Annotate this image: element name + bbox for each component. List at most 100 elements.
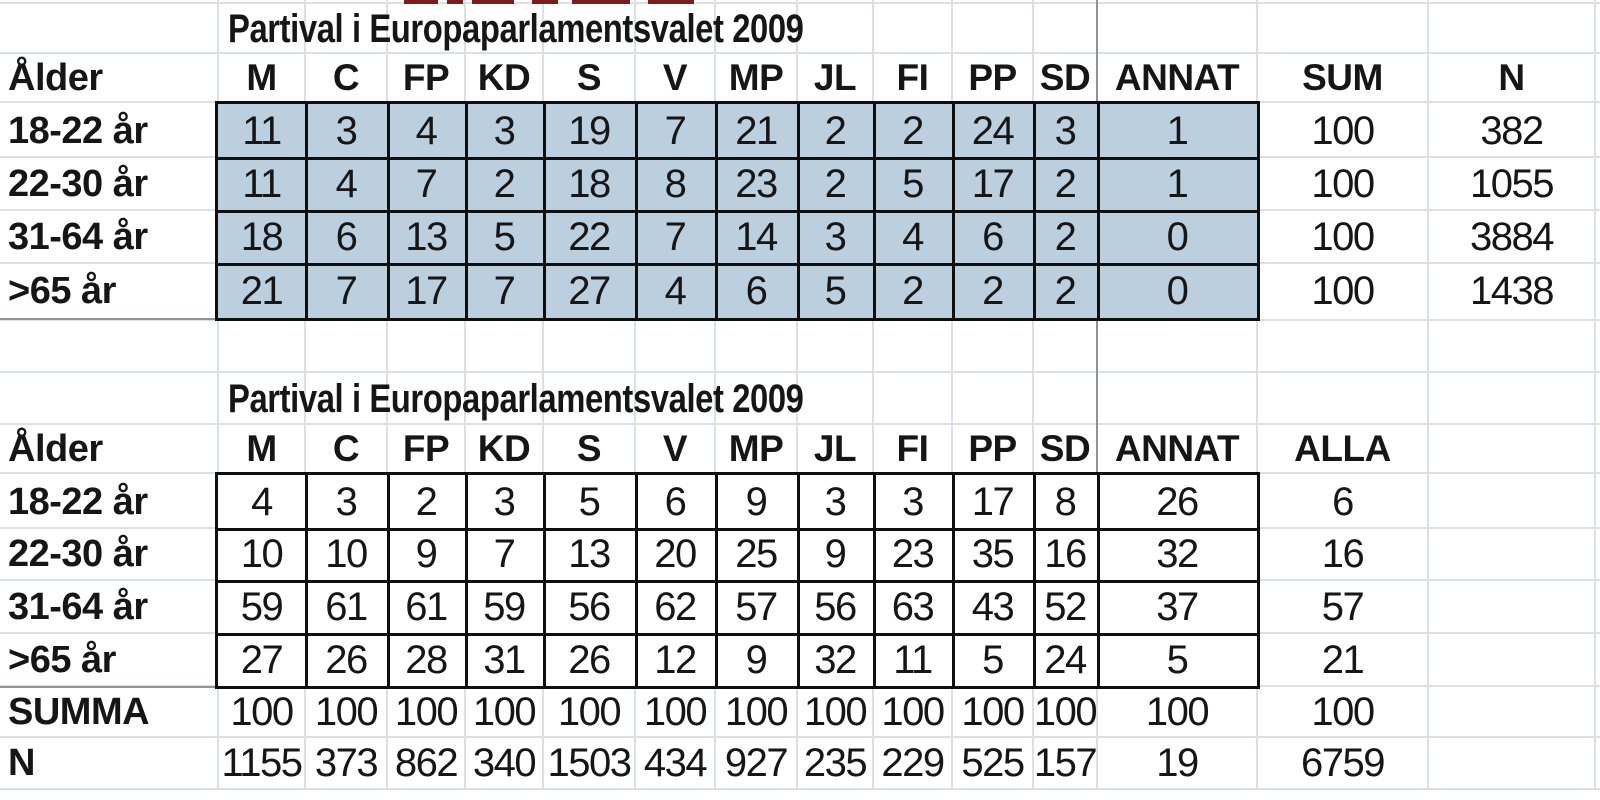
value-cell[interactable]: 10 — [240, 532, 284, 576]
summa-value-cell[interactable]: 100 — [557, 689, 622, 734]
column-header-cell[interactable]: JL — [813, 428, 857, 469]
column-header-cell[interactable]: ANNAT — [1114, 57, 1240, 98]
summa-value-cell[interactable]: 100 — [961, 689, 1025, 734]
column-header-cell[interactable]: MP — [728, 428, 784, 469]
summa-value-cell[interactable]: 100 — [394, 689, 459, 734]
alla-cell[interactable]: 16 — [1321, 532, 1365, 576]
value-cell[interactable]: 17 — [971, 161, 1015, 206]
value-cell[interactable]: 56 — [568, 584, 611, 629]
value-cell[interactable]: 6 — [664, 479, 687, 524]
value-cell[interactable]: 23 — [735, 161, 778, 206]
value-cell[interactable]: 2 — [824, 161, 847, 206]
summa-value-cell[interactable]: 100 — [881, 689, 945, 734]
table1-title-cell[interactable]: Partival i Europaparlamentsvalet 2009 — [228, 7, 804, 51]
value-cell[interactable]: 19 — [568, 108, 611, 153]
column-header-cell[interactable]: V — [662, 57, 688, 98]
summa-value-cell[interactable]: 100 — [724, 689, 789, 734]
n-cell[interactable]: 1055 — [1470, 161, 1554, 206]
value-cell[interactable]: 21 — [735, 108, 778, 153]
column-header-cell[interactable]: M — [246, 57, 277, 98]
column-header-cell[interactable]: FP — [402, 57, 450, 98]
value-cell[interactable]: 4 — [902, 214, 924, 259]
value-cell[interactable]: 21 — [240, 268, 284, 313]
table1-age-column-header[interactable]: Ålder — [8, 56, 103, 99]
value-cell[interactable]: 7 — [493, 532, 516, 576]
value-cell[interactable]: 17 — [405, 268, 448, 313]
n-value-cell[interactable]: 927 — [724, 741, 789, 785]
value-cell[interactable]: 3 — [335, 479, 358, 524]
value-cell[interactable]: 32 — [814, 637, 857, 682]
summa-value-cell[interactable]: 100 — [643, 689, 708, 734]
value-cell[interactable]: 8 — [664, 161, 687, 206]
value-cell[interactable]: 18 — [568, 161, 611, 206]
value-cell[interactable]: 22 — [568, 214, 611, 259]
value-cell[interactable]: 1 — [1166, 161, 1189, 206]
value-cell[interactable]: 2 — [493, 161, 516, 206]
value-cell[interactable]: 18 — [240, 214, 284, 259]
column-header-cell[interactable]: FP — [402, 428, 450, 469]
value-cell[interactable]: 2 — [1054, 214, 1077, 259]
value-cell[interactable]: 5 — [493, 214, 516, 259]
column-header-cell[interactable]: V — [662, 428, 688, 469]
value-cell[interactable]: 8 — [1054, 479, 1077, 524]
value-cell[interactable]: 4 — [415, 108, 438, 153]
value-cell[interactable]: 9 — [745, 479, 768, 524]
value-cell[interactable]: 6 — [335, 214, 358, 259]
column-header-cell[interactable]: PP — [968, 428, 1017, 469]
value-cell[interactable]: 2 — [1054, 268, 1077, 313]
value-cell[interactable]: 32 — [1156, 532, 1199, 576]
table1-n-column-header[interactable]: N — [1498, 57, 1525, 98]
row-label-cell[interactable]: 22-30 år — [8, 162, 148, 205]
value-cell[interactable]: 24 — [971, 108, 1015, 153]
summa-value-cell[interactable]: 100 — [1145, 689, 1210, 734]
column-header-cell[interactable]: FI — [896, 57, 929, 98]
value-cell[interactable]: 28 — [405, 637, 448, 682]
row-label-cell[interactable]: 18-22 år — [8, 480, 148, 523]
value-cell[interactable]: 3 — [1054, 108, 1077, 153]
value-cell[interactable]: 3 — [824, 479, 847, 524]
value-cell[interactable]: 63 — [891, 584, 935, 629]
value-cell[interactable]: 5 — [982, 637, 1004, 682]
summa-value-cell[interactable]: 100 — [230, 689, 294, 734]
column-header-cell[interactable]: KD — [477, 57, 531, 98]
value-cell[interactable]: 61 — [325, 584, 368, 629]
n-cell[interactable]: 3884 — [1470, 214, 1554, 259]
value-cell[interactable]: 59 — [483, 584, 526, 629]
value-cell[interactable]: 62 — [654, 584, 697, 629]
value-cell[interactable]: 12 — [654, 637, 697, 682]
column-header-cell[interactable]: C — [332, 57, 360, 98]
n-value-cell[interactable]: 229 — [881, 741, 945, 785]
n-value-cell[interactable]: 235 — [803, 741, 868, 785]
value-cell[interactable]: 2 — [415, 479, 438, 524]
value-cell[interactable]: 57 — [735, 584, 778, 629]
n-value-cell[interactable]: 157 — [1033, 741, 1098, 785]
value-cell[interactable]: 4 — [664, 268, 687, 313]
summa-alla-cell[interactable]: 100 — [1311, 689, 1375, 734]
value-cell[interactable]: 5 — [902, 161, 924, 206]
value-cell[interactable]: 3 — [493, 479, 516, 524]
value-cell[interactable]: 26 — [1156, 479, 1199, 524]
value-cell[interactable]: 2 — [902, 108, 924, 153]
column-header-cell[interactable]: MP — [728, 57, 784, 98]
column-header-cell[interactable]: KD — [477, 428, 531, 469]
value-cell[interactable]: 6 — [745, 268, 768, 313]
value-cell[interactable]: 4 — [251, 479, 273, 524]
row-label-cell[interactable]: >65 år — [8, 269, 116, 312]
row-label-cell[interactable]: 31-64 år — [8, 585, 148, 628]
row-label-cell[interactable]: 18-22 år — [8, 109, 148, 152]
value-cell[interactable]: 13 — [568, 532, 611, 576]
value-cell[interactable]: 26 — [568, 637, 611, 682]
value-cell[interactable]: 35 — [971, 532, 1015, 576]
value-cell[interactable]: 59 — [240, 584, 284, 629]
column-header-cell[interactable]: SD — [1039, 428, 1091, 469]
n-value-cell[interactable]: 862 — [394, 741, 459, 785]
column-header-cell[interactable]: SD — [1039, 57, 1091, 98]
n-cell[interactable]: 1438 — [1470, 268, 1554, 313]
value-cell[interactable]: 56 — [814, 584, 857, 629]
value-cell[interactable]: 2 — [1054, 161, 1077, 206]
table2-n-row-label[interactable]: N — [8, 742, 35, 784]
value-cell[interactable]: 1 — [1166, 108, 1189, 153]
value-cell[interactable]: 5 — [1166, 637, 1189, 682]
column-header-cell[interactable]: JL — [813, 57, 857, 98]
column-header-cell[interactable]: M — [246, 428, 277, 469]
